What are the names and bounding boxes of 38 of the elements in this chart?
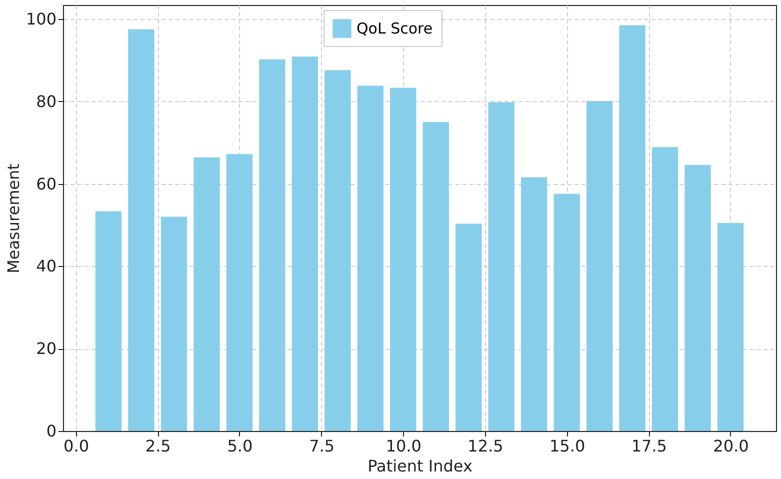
bar [292, 56, 318, 431]
bar [586, 100, 613, 431]
legend-label: QoL Score [356, 20, 433, 38]
bar [456, 224, 482, 431]
x-tick-label: 12.5 [468, 436, 504, 456]
y-axis-title: Measurement [4, 164, 23, 274]
bar [422, 122, 449, 431]
y-tick-label: 100 [26, 10, 56, 29]
bar [619, 25, 646, 431]
bar [652, 147, 678, 431]
bar [717, 222, 744, 431]
bar [128, 29, 154, 431]
bar [684, 164, 711, 431]
x-tick-label: 7.5 [309, 436, 335, 456]
y-tick-label: 80 [36, 92, 56, 111]
x-tick-label: 0.0 [64, 436, 89, 456]
bar [390, 88, 416, 431]
x-tick-label: 2.5 [145, 436, 171, 456]
y-tick-label: 0 [46, 422, 56, 440]
x-tick-label: 5.0 [227, 436, 253, 456]
y-tick-label: 40 [36, 256, 56, 276]
bar [194, 157, 220, 431]
bar [324, 70, 351, 431]
y-tick-label: 60 [36, 174, 56, 194]
x-axis-title: Patient Index [368, 456, 472, 476]
bar [160, 216, 188, 431]
bar [357, 86, 384, 431]
x-tick-label: 20.0 [713, 436, 749, 456]
bar [520, 177, 548, 431]
x-tick-label: 10.0 [386, 436, 422, 456]
x-tick-label: 15.0 [550, 436, 586, 456]
bar [488, 102, 514, 431]
y-tick-label: 20 [36, 339, 56, 358]
bar [95, 211, 122, 431]
bar [226, 154, 253, 431]
x-tick-label: 17.5 [631, 436, 667, 456]
bar [259, 59, 286, 431]
bar [554, 194, 580, 431]
